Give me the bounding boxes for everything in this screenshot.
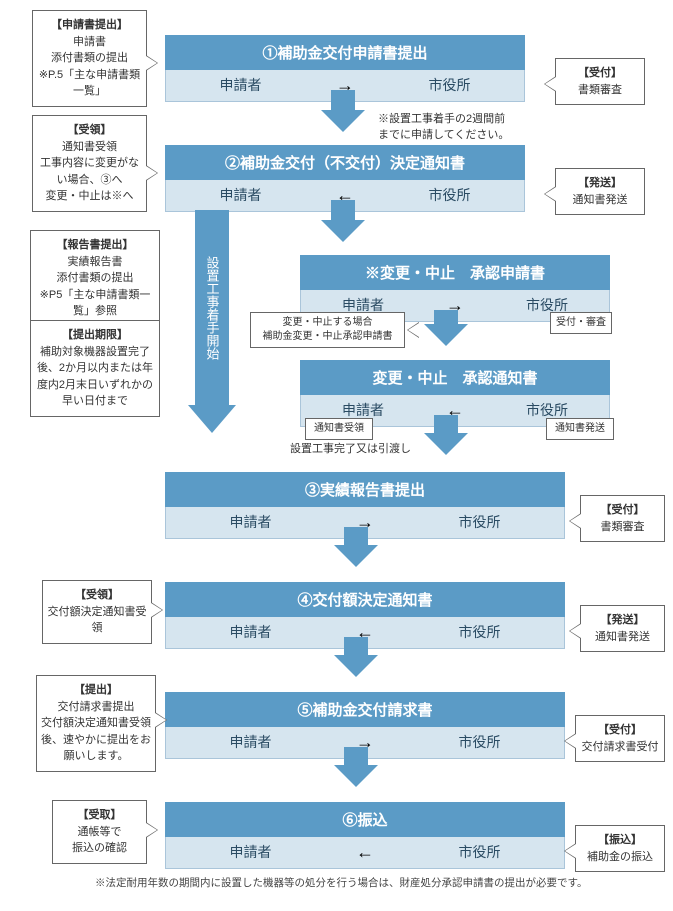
down-arrow-stem bbox=[434, 310, 458, 324]
role-right: 市役所 bbox=[395, 727, 564, 758]
role-right: 市役所 bbox=[375, 180, 524, 211]
step-title: ⑤補助金交付請求書 bbox=[165, 692, 565, 727]
down-arrow-stem bbox=[331, 200, 355, 220]
callout-pointer bbox=[151, 602, 163, 618]
callout-header: 【受領】 bbox=[37, 122, 142, 139]
callout-c7: 【受領】交付額決定通知書受領 bbox=[42, 580, 152, 644]
role-right: 市役所 bbox=[375, 70, 524, 101]
callout-pointer bbox=[564, 843, 576, 859]
direction-arrow: ← bbox=[335, 837, 395, 868]
role-right: 市役所 bbox=[395, 507, 564, 538]
callout-header: 【受付】 bbox=[560, 65, 640, 82]
note-n2: 設置工事完了又は引渡し bbox=[290, 440, 411, 456]
down-arrow-tip bbox=[321, 220, 365, 242]
role-left: 申請者 bbox=[166, 837, 335, 868]
callout-c6: 【受付】書類審査 bbox=[580, 495, 665, 542]
callout-header: 【受領】 bbox=[47, 587, 147, 604]
callout-pointer bbox=[146, 165, 158, 181]
role-right: 市役所 bbox=[395, 837, 564, 868]
vertical-bar-label: 設置工事着手開始 bbox=[195, 210, 229, 405]
callout-header: 【振込】 bbox=[580, 832, 660, 849]
callout-header: 【報告書提出】 bbox=[35, 237, 155, 254]
callout-c4: 【発送】通知書発送 bbox=[555, 168, 645, 215]
callout-header: 【提出期限】 bbox=[35, 327, 155, 344]
footnote: ※法定耐用年数の期間内に設置した機器等の処分を行う場合は、財産処分承認申請書の提… bbox=[95, 875, 587, 890]
callout-header: 【発送】 bbox=[585, 612, 660, 629]
role-left: 申請者 bbox=[166, 727, 335, 758]
callout-pointer bbox=[569, 513, 581, 529]
sub-box-s3: 通知書受領 bbox=[305, 418, 373, 440]
step-title: ※変更・中止 承認申請書 bbox=[300, 255, 610, 290]
callout-c3: 【受領】通知書受領工事内容に変更がない場合、③へ変更・中止は※へ bbox=[32, 115, 147, 212]
down-arrow-tip bbox=[334, 655, 378, 677]
role-left: 申請者 bbox=[166, 617, 335, 648]
callout-c12: 【振込】補助金の振込 bbox=[575, 825, 665, 872]
sub-box-s1: 変更・中止する場合補助金変更・中止承認申請書 bbox=[250, 312, 405, 348]
down-arrow-tip bbox=[334, 545, 378, 567]
down-arrow-stem bbox=[344, 527, 368, 545]
down-arrow-tip bbox=[334, 765, 378, 787]
callout-header: 【提出】 bbox=[41, 682, 151, 699]
step-row: 申請者←市役所 bbox=[165, 837, 565, 869]
down-arrow-stem bbox=[344, 747, 368, 765]
callout-pointer bbox=[407, 322, 419, 338]
callout-header: 【受取】 bbox=[57, 807, 142, 824]
vertical-bar-tip bbox=[188, 405, 236, 433]
step-title: ④交付額決定通知書 bbox=[165, 582, 565, 617]
callout-header: 【受付】 bbox=[580, 722, 660, 739]
role-left: 申請者 bbox=[166, 507, 335, 538]
callout-pointer bbox=[544, 76, 556, 92]
callout-pointer bbox=[146, 822, 158, 838]
step-title: ③実績報告書提出 bbox=[165, 472, 565, 507]
down-arrow-tip bbox=[424, 324, 468, 346]
callout-pointer bbox=[544, 186, 556, 202]
callout-pointer bbox=[146, 55, 158, 71]
callout-header: 【発送】 bbox=[560, 175, 640, 192]
callout-c1: 【申請書提出】申請書添付書類の提出※P.5「主な申請書類一覧」 bbox=[32, 10, 147, 107]
callout-pointer bbox=[155, 712, 167, 728]
callout-header: 【受付】 bbox=[585, 502, 660, 519]
step-title: 変更・中止 承認通知書 bbox=[300, 360, 610, 395]
step-title: ②補助金交付（不交付）決定通知書 bbox=[165, 145, 525, 180]
callout-pointer bbox=[569, 623, 581, 639]
down-arrow-stem bbox=[434, 415, 458, 433]
role-left: 申請者 bbox=[166, 180, 315, 211]
callout-c8: 【発送】通知書発送 bbox=[580, 605, 665, 652]
callout-header: 【申請書提出】 bbox=[37, 17, 142, 34]
down-arrow-stem bbox=[344, 637, 368, 655]
down-arrow-tip bbox=[424, 433, 468, 455]
note-n1: ※設置工事着手の2週間前までに申請してください。 bbox=[378, 110, 509, 142]
step-title: ⑥振込 bbox=[165, 802, 565, 837]
role-left: 申請者 bbox=[166, 70, 315, 101]
down-arrow-tip bbox=[321, 110, 365, 132]
callout-c10: 【受付】交付請求書受付 bbox=[575, 715, 665, 762]
sub-box-s4: 通知書発送 bbox=[546, 418, 614, 440]
callout-c5: 【報告書提出】実績報告書添付書類の提出※P5「主な申請書類一覧」参照 bbox=[30, 230, 160, 327]
sub-box-s2: 受付・審査 bbox=[550, 312, 612, 334]
down-arrow-stem bbox=[331, 90, 355, 110]
callout-c11: 【受取】通帳等で振込の確認 bbox=[52, 800, 147, 864]
callout-pointer bbox=[564, 733, 576, 749]
role-right: 市役所 bbox=[395, 617, 564, 648]
callout-c2: 【受付】書類審査 bbox=[555, 58, 645, 105]
step-8: ⑥振込申請者←市役所 bbox=[165, 802, 565, 869]
callout-c9: 【提出】交付請求書提出交付額決定通知書受領後、速やかに提出をお願いします。 bbox=[36, 675, 156, 772]
callout-c5b: 【提出期限】補助対象機器設置完了後、2か月以内または年度内2月末日いずれかの早い… bbox=[30, 320, 160, 417]
step-title: ①補助金交付申請書提出 bbox=[165, 35, 525, 70]
